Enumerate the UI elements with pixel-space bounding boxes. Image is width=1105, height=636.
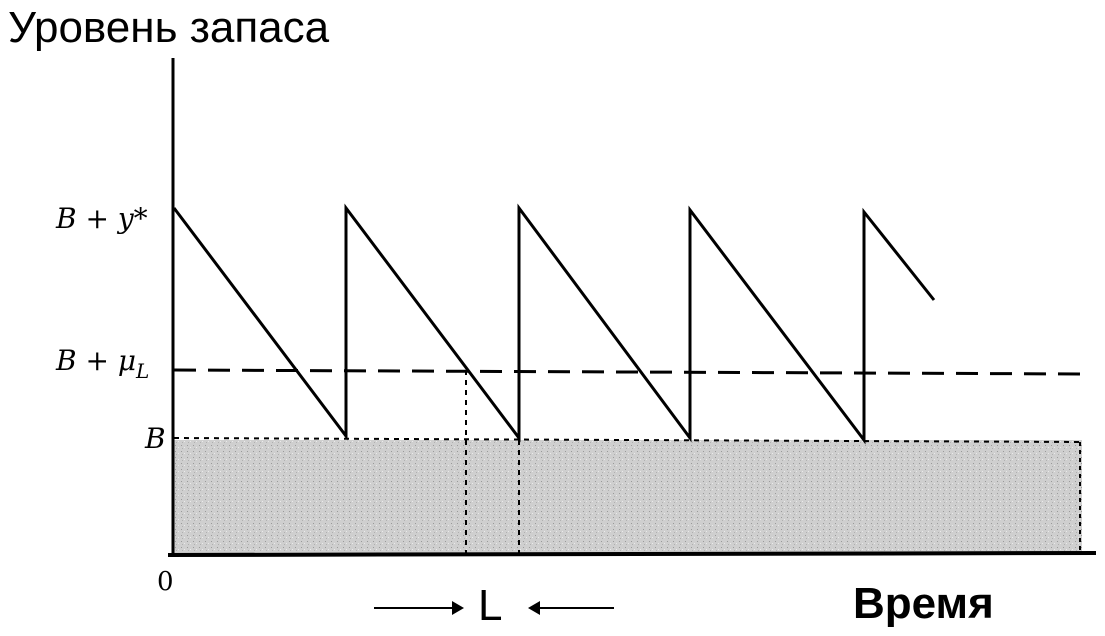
lead-arrow-right-line — [538, 607, 614, 609]
x-axis-label: Время — [853, 579, 994, 628]
origin-label: 0 — [157, 567, 174, 597]
x-axis — [167, 551, 1097, 557]
inventory-series-line — [172, 203, 936, 445]
lead-arrow-left-line — [374, 607, 454, 609]
ytick-reorder-sub: L — [135, 359, 149, 383]
safety-level-line — [173, 437, 1081, 443]
arrow-left-icon — [528, 601, 540, 615]
ytick-reorder-label: B + μL — [55, 344, 149, 383]
ytick-reorder-main: B + μ — [55, 344, 136, 377]
ytick-safety-label: B — [144, 422, 166, 455]
lead-time-marker: L — [372, 581, 618, 636]
ytick-top-label: B + y* — [55, 202, 148, 235]
arrow-right-icon — [452, 601, 464, 615]
lead-time-label: L — [478, 581, 503, 630]
reorder-level-line — [173, 368, 1086, 376]
diagram-title: Уровень запаса — [8, 3, 330, 52]
safety-stock-region — [174, 440, 1082, 554]
